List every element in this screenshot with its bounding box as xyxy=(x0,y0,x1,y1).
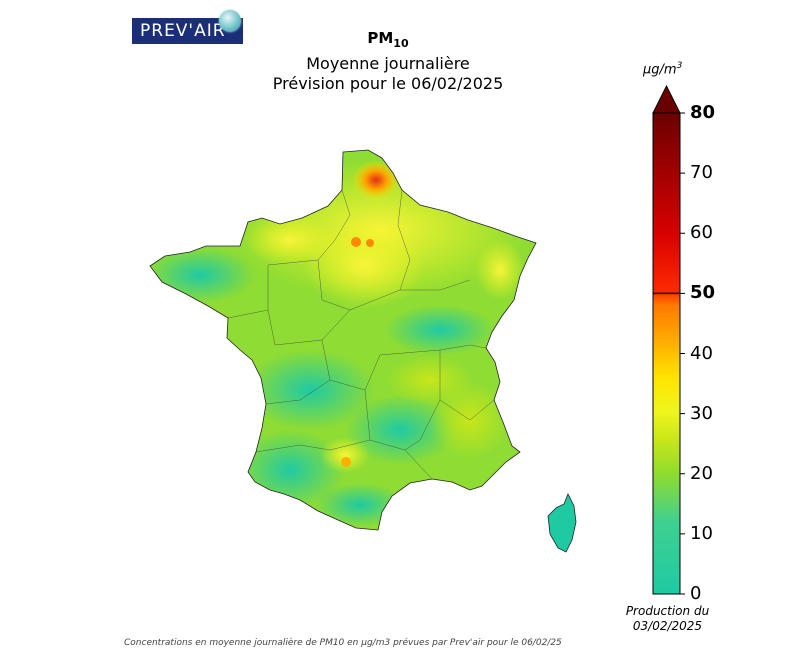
subtitle-mean: Moyenne journalière xyxy=(306,54,470,73)
production-date-value: 03/02/2025 xyxy=(632,619,703,633)
colorbar-gradient xyxy=(652,112,681,595)
prevair-logo: PREV'AIR xyxy=(132,10,243,44)
colorbar-tick-label: 0 xyxy=(690,583,702,604)
colorbar-tick-label: 50 xyxy=(690,282,716,304)
colorbar-tick-label: 60 xyxy=(690,222,713,244)
colorbar-tick-label: 40 xyxy=(690,342,713,364)
colorbar-tick-label: 10 xyxy=(690,522,713,544)
globe-icon xyxy=(219,10,241,32)
colorbar-tick-label: 20 xyxy=(690,462,713,484)
colorbar-tick-label: 80 xyxy=(690,102,716,123)
map-title: PM10 Moyenne journalière Prévision pour … xyxy=(238,28,538,94)
production-date: Production du 03/02/2025 xyxy=(610,604,725,634)
logo-text: PREV'AIR xyxy=(140,21,226,41)
footer-caption: Concentrations en moyenne journalière de… xyxy=(124,638,562,648)
production-label: Production du xyxy=(625,604,710,618)
subtitle-forecast-date: Prévision pour le 06/02/2025 xyxy=(272,74,504,93)
colorbar-tick-label: 70 xyxy=(690,162,713,184)
colorbar-tick-label: 30 xyxy=(690,402,713,424)
colorbar-extension-arrow xyxy=(652,84,681,114)
pollutant-title: PM10 xyxy=(367,29,409,50)
unit-label: µg/m3 xyxy=(643,61,683,78)
